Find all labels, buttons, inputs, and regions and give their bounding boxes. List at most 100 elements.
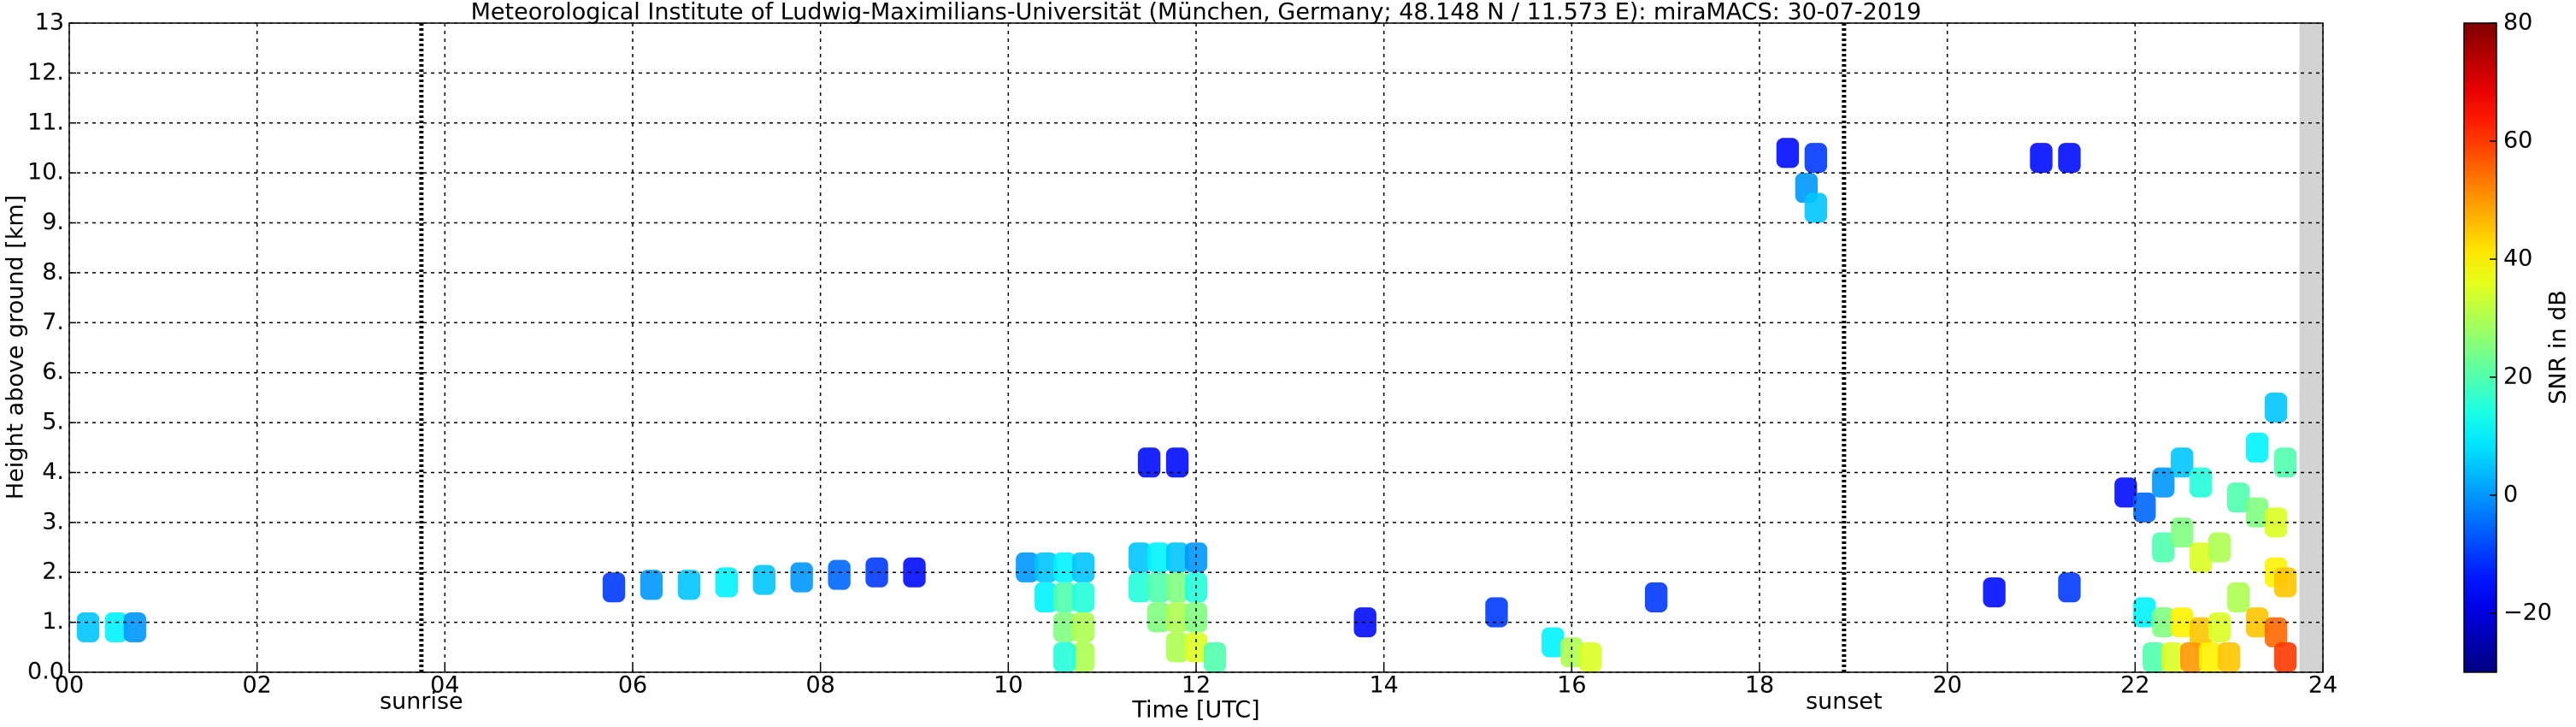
- echo-cell: [2190, 617, 2213, 647]
- echo-cell: [1128, 542, 1152, 573]
- echo-cell: [640, 570, 663, 600]
- y-tick-label: 11.: [27, 109, 64, 135]
- data-gap: [2299, 23, 2323, 672]
- echo-cell: [2058, 143, 2081, 174]
- echo-cell: [2190, 467, 2213, 498]
- x-tick-label: 02: [242, 672, 271, 699]
- echo-cell: [2264, 617, 2288, 647]
- echo-cell: [2208, 532, 2231, 563]
- echo-cell: [1579, 641, 1602, 672]
- colorbar-tick-label: 80: [2503, 9, 2532, 36]
- echo-cell: [2030, 143, 2053, 174]
- echo-cell: [2171, 607, 2194, 638]
- y-tick-label: 9.: [42, 209, 64, 235]
- chart-title: Meteorological Institute of Ludwig-Maxim…: [471, 0, 1922, 26]
- echo-cell: [1147, 572, 1170, 603]
- echo-cell: [2161, 641, 2184, 672]
- y-tick-label: 13: [35, 9, 64, 36]
- y-tick-label: 12.: [27, 59, 64, 86]
- echo-cell: [677, 570, 701, 600]
- echo-cell: [104, 612, 128, 642]
- x-axis-label: Time [UTC]: [1131, 697, 1259, 724]
- echo-cell: [2264, 393, 2288, 423]
- echo-cell: [2199, 641, 2222, 672]
- echo-cell: [76, 612, 100, 642]
- echo-cell: [1072, 582, 1095, 612]
- sun-label: sunset: [1806, 689, 1883, 715]
- y-tick-label: 7.: [42, 309, 64, 335]
- echo-cell: [2264, 507, 2288, 538]
- echo-cell: [2133, 492, 2156, 523]
- echo-cell: [2143, 641, 2166, 672]
- y-tick-label: 10.: [27, 159, 64, 186]
- echo-cell: [1053, 612, 1076, 642]
- echo-cell: [2058, 572, 2081, 603]
- colorbar-tick-label: −20: [2503, 600, 2552, 626]
- echo-cell: [2273, 447, 2297, 478]
- x-tick-label: 08: [805, 672, 834, 699]
- echo-cell: [2217, 641, 2241, 672]
- echo-cell: [1165, 632, 1189, 663]
- echo-cell: [2245, 497, 2269, 528]
- echo-cell: [2226, 482, 2250, 513]
- x-tick-label: 14: [1369, 672, 1398, 699]
- y-tick-label: 8.: [42, 258, 64, 285]
- echo-cell: [1016, 552, 1039, 582]
- echo-cell: [1053, 552, 1076, 582]
- y-tick-label: 4.: [42, 458, 64, 485]
- colorbar-label: SNR in dB: [2545, 290, 2572, 405]
- colorbar-tick-label: 0: [2503, 482, 2518, 508]
- y-tick-label: 0.0: [27, 659, 64, 685]
- colorbar-tick-label: 20: [2503, 364, 2532, 390]
- echo-cell: [2133, 597, 2156, 628]
- x-tick-label: 22: [2120, 672, 2149, 699]
- echo-cell: [1147, 602, 1170, 633]
- colorbar-tick-label: 60: [2503, 127, 2532, 154]
- echo-cell: [2190, 542, 2213, 573]
- sun-label: sunrise: [380, 689, 463, 715]
- echo-cell: [2152, 532, 2175, 563]
- x-tick-label: 18: [1745, 672, 1774, 699]
- y-tick-label: 5.: [42, 409, 64, 435]
- y-tick-label: 1.: [42, 608, 64, 635]
- echo-cell: [1072, 552, 1095, 582]
- x-tick-label: 24: [2308, 672, 2337, 699]
- echo-cell: [2245, 432, 2269, 463]
- echo-cell: [2180, 641, 2203, 672]
- echo-cell: [1072, 641, 1095, 672]
- y-axis-label: Height above ground [km]: [3, 195, 29, 499]
- x-tick-label: 04: [430, 672, 459, 699]
- echo-cell: [1203, 641, 1227, 672]
- echo-cell: [903, 557, 926, 588]
- echo-cell: [1035, 582, 1058, 612]
- x-tick-label: 10: [993, 672, 1023, 699]
- echo-cell: [2273, 641, 2297, 672]
- echo-cell: [1072, 612, 1095, 642]
- echo-cell: [1804, 143, 1828, 174]
- echo-cell: [2171, 447, 2194, 478]
- x-tick-label: 16: [1557, 672, 1586, 699]
- echo-cell: [1560, 637, 1583, 668]
- echo-cell: [1147, 542, 1170, 573]
- echo-cell: [1128, 572, 1152, 603]
- echo-cell: [1165, 447, 1189, 478]
- echo-cell: [2171, 517, 2194, 548]
- echo-cell: [828, 559, 851, 590]
- x-tick-label: 00: [55, 672, 84, 699]
- echo-cell: [1137, 447, 1161, 478]
- echo-cell: [715, 567, 739, 598]
- y-tick-label: 2.: [42, 559, 64, 585]
- echo-cell: [1541, 627, 1565, 658]
- y-tick-label: 6.: [42, 358, 64, 385]
- echo-cell: [1165, 602, 1189, 633]
- echo-cell: [2152, 467, 2175, 498]
- echo-cell: [2273, 567, 2297, 598]
- echo-cell: [1776, 138, 1800, 168]
- echo-cell: [2208, 612, 2231, 642]
- echo-cell: [2226, 582, 2250, 612]
- echo-cell: [1983, 577, 2006, 608]
- echo-cell: [790, 562, 813, 593]
- echo-cell: [602, 572, 626, 603]
- echo-cell: [1053, 582, 1076, 612]
- echo-cell: [1165, 542, 1189, 573]
